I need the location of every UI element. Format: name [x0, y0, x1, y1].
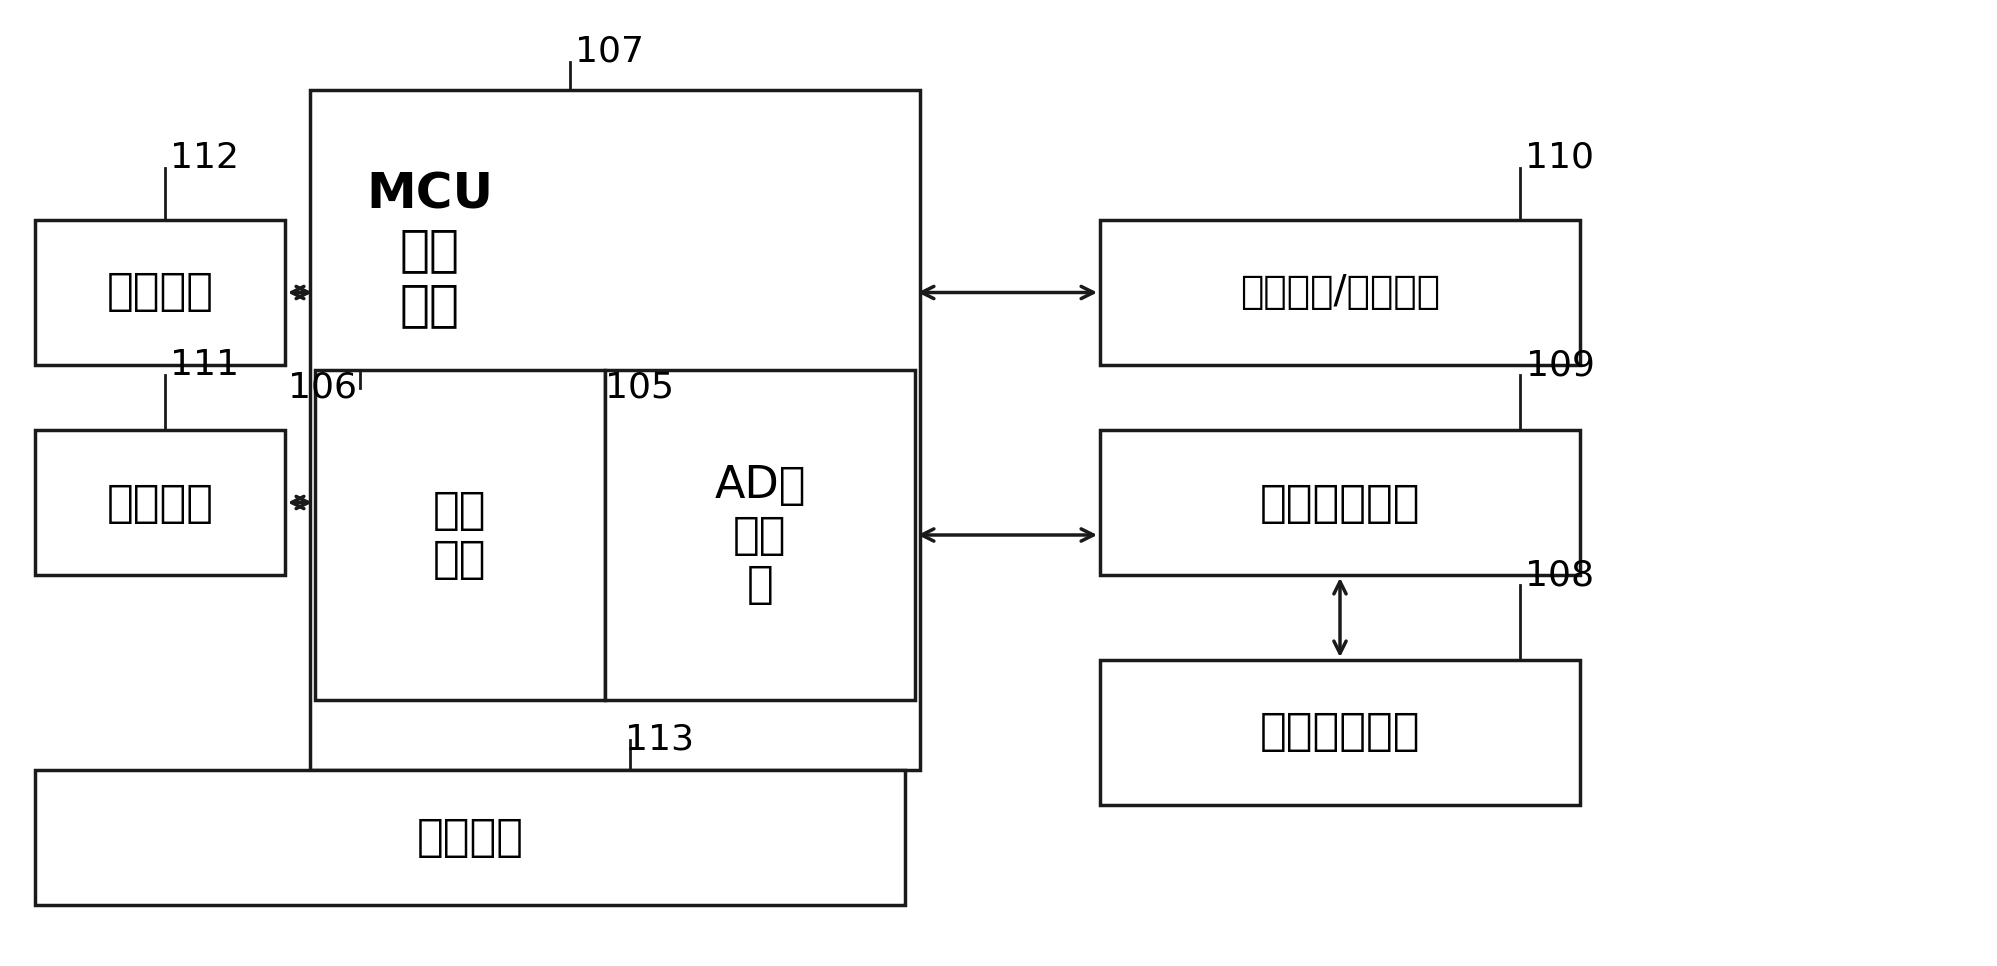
Text: 信号调理电路: 信号调理电路: [1260, 481, 1420, 525]
Text: 108: 108: [1526, 558, 1594, 592]
Text: 111: 111: [170, 348, 240, 382]
Bar: [36, 430, 286, 575]
Text: 电流采集模块: 电流采集模块: [1260, 711, 1420, 753]
Text: 电源模块: 电源模块: [417, 815, 523, 859]
Text: 阀门控制/检测模块: 阀门控制/检测模块: [1240, 273, 1440, 311]
Text: 110: 110: [1526, 141, 1594, 175]
Bar: [1100, 220, 1580, 365]
Bar: [605, 370, 915, 700]
Text: AD转
换模
块: AD转 换模 块: [715, 464, 805, 607]
Bar: [316, 370, 605, 700]
Text: 106: 106: [288, 371, 357, 405]
Text: MCU
核心
模块: MCU 核心 模块: [365, 170, 493, 329]
Text: 113: 113: [625, 723, 695, 757]
Bar: [36, 220, 286, 365]
Text: 112: 112: [170, 141, 240, 175]
Text: 通信模块: 通信模块: [106, 481, 214, 525]
Text: 109: 109: [1526, 348, 1594, 382]
Bar: [1100, 430, 1580, 575]
Bar: [1100, 660, 1580, 805]
Text: 105: 105: [605, 371, 675, 405]
Text: 识别
程序: 识别 程序: [433, 489, 487, 582]
Bar: [36, 770, 905, 905]
Bar: [310, 90, 921, 770]
Text: 107: 107: [575, 35, 645, 69]
Text: 存储模块: 存储模块: [106, 270, 214, 314]
